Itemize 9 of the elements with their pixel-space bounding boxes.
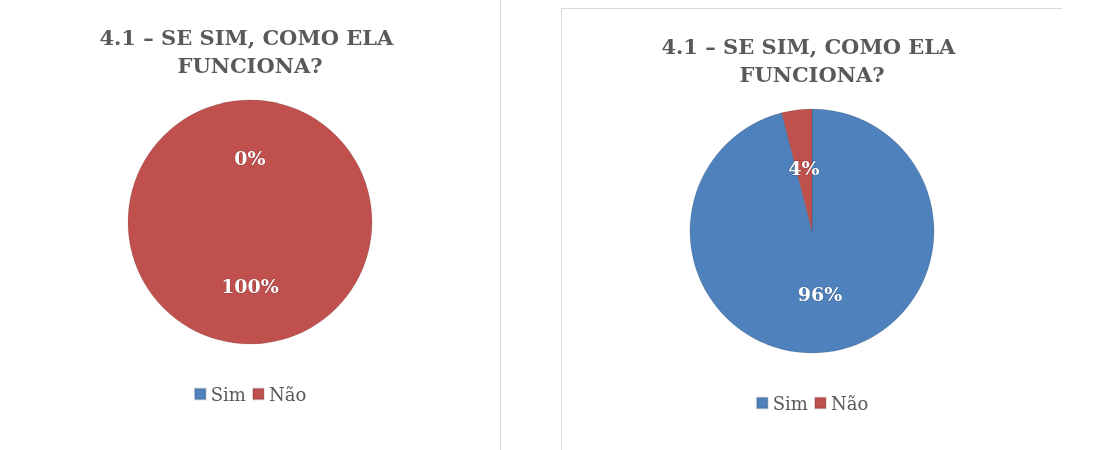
legend-label: Sim	[772, 392, 808, 414]
legend-label: Sim	[210, 383, 246, 405]
data-label: 100%	[221, 275, 279, 297]
chart-title: 4.1 – SE SIM, COMO ELA FUNCIONA?	[99, 24, 401, 78]
legend-label: Não	[830, 392, 869, 414]
chart-title: 4.1 – SE SIM, COMO ELA FUNCIONA?	[661, 33, 963, 87]
text: 0%	[234, 147, 266, 169]
data-label: 96%	[797, 283, 843, 306]
legend-label: Não	[268, 383, 307, 405]
